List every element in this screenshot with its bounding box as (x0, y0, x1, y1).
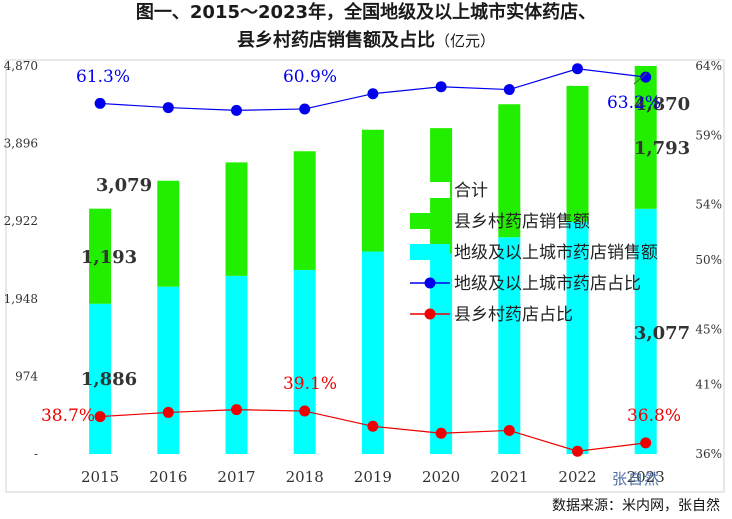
bar-city (225, 275, 248, 454)
line-point (640, 71, 652, 83)
pct-label-county-2023: 36.8% (627, 406, 681, 426)
data-label-city-2015: 1,886 (81, 369, 137, 390)
x-tick-label: 2017 (217, 468, 255, 486)
line-point (231, 404, 242, 416)
bar-county (293, 151, 316, 270)
legend-swatch (410, 244, 450, 260)
legend-label: 合计 (454, 181, 488, 201)
bar-city (157, 286, 180, 454)
bar-city (361, 251, 384, 454)
data-label-county-2023: 1,793 (634, 138, 690, 159)
right-tick-label: 50% (695, 253, 722, 267)
x-tick-label: 2020 (422, 468, 460, 486)
pct-label-city-2015: 61.3% (76, 67, 130, 87)
line-point (162, 102, 174, 114)
bar-city (293, 269, 316, 454)
legend-label: 县乡村药店销售额 (454, 212, 590, 232)
legend-marker (424, 277, 436, 289)
line-point (94, 411, 106, 423)
bar-city (430, 253, 453, 454)
left-tick-label: 1,948 (4, 292, 38, 306)
line-point (367, 88, 379, 100)
line-point (162, 406, 174, 418)
leader-line (633, 72, 648, 85)
x-tick-label: 2015 (81, 468, 119, 486)
bar-county (498, 104, 521, 238)
x-tick-label: 2018 (286, 468, 324, 486)
data-label-city-2023: 3,077 (634, 323, 690, 344)
legend-label: 地级及以上城市药店占比 (454, 274, 641, 294)
bar-county (89, 208, 112, 304)
x-tick-label: 2022 (558, 468, 596, 486)
legend-label: 县乡村药店占比 (454, 305, 573, 325)
right-tick-label: 64% (695, 59, 722, 73)
line-point (435, 81, 447, 93)
line-point (367, 420, 379, 432)
bar-county (361, 129, 384, 252)
right-tick-label: 41% (695, 378, 722, 392)
data-label-total-2023: 4,870 (634, 94, 690, 115)
x-tick-label: 2021 (490, 468, 528, 486)
line-point (640, 437, 652, 449)
bar-city (634, 208, 657, 454)
pct-label-city-2023: 63.2% (607, 93, 661, 113)
data-label-county-2015: 1,193 (81, 247, 137, 268)
line-point (435, 427, 447, 439)
left-tick-label: - (34, 447, 38, 461)
line-point (231, 104, 242, 116)
left-tick-label: 974 (15, 369, 38, 383)
bar-city (498, 237, 521, 454)
bar-county (157, 180, 180, 287)
chart-title-line2: 县乡村药店销售额及占比（亿元） (0, 29, 732, 53)
pct-label-city-2018: 60.9% (283, 67, 337, 87)
pct-label-county-2018: 39.1% (283, 374, 337, 394)
right-tick-label: 36% (695, 447, 722, 461)
plot-frame (5, 59, 725, 493)
bar-city (566, 221, 589, 454)
legend-label: 地级及以上城市药店销售额 (454, 243, 658, 263)
data-label-total-2015: 3,079 (96, 175, 152, 196)
line-point (503, 84, 515, 96)
line-point (299, 405, 311, 417)
bar-county (566, 85, 589, 222)
legend-swatch (410, 182, 450, 198)
left-tick-label: 2,922 (4, 214, 38, 228)
right-tick-label: 54% (695, 198, 722, 212)
chart-title-unit: （亿元） (434, 32, 495, 50)
pct-label-county-2015: 38.7% (41, 406, 95, 426)
legend-marker (424, 308, 436, 320)
bar-county (634, 66, 657, 209)
x-tick-label: 2016 (149, 468, 187, 486)
bar-county (225, 162, 248, 276)
right-tick-label: 45% (695, 322, 722, 336)
line-point (94, 97, 106, 109)
line-point (503, 424, 515, 436)
chart-title-main: 县乡村药店销售额及占比 (236, 30, 435, 51)
legend-swatch (410, 213, 450, 229)
watermark: 张自然 (612, 470, 661, 488)
x-tick-label: 2023 (627, 468, 665, 486)
left-tick-label: 3,896 (4, 137, 38, 151)
line-point (572, 445, 583, 457)
right-tick-label: 59% (695, 128, 722, 142)
x-tick-label: 2019 (354, 468, 392, 486)
line-point (572, 63, 583, 75)
left-tick-label: 4,870 (4, 59, 38, 73)
line-point (299, 103, 311, 115)
chart-title-line1: 图一、2015～2023年，全国地级及以上城市实体药店、 (135, 2, 597, 23)
source-note: 数据来源：米内网，张自然 (552, 498, 720, 514)
